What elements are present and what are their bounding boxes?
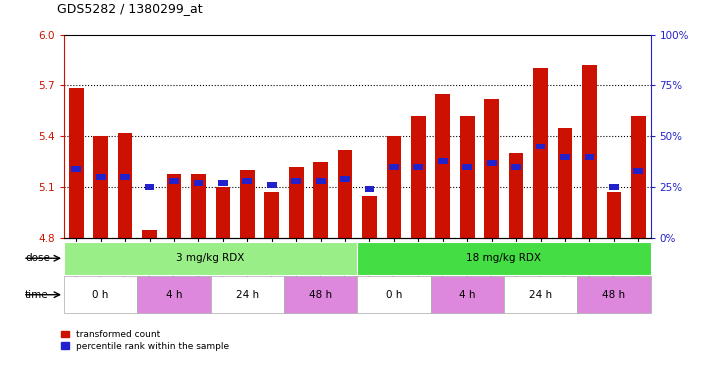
Text: 24 h: 24 h — [236, 290, 259, 300]
Bar — [93, 136, 108, 238]
Bar — [577, 276, 651, 313]
Bar — [142, 230, 157, 238]
Bar — [557, 128, 572, 238]
Text: 48 h: 48 h — [309, 290, 332, 300]
Bar — [71, 166, 81, 172]
Bar — [487, 160, 496, 166]
Text: 48 h: 48 h — [602, 290, 626, 300]
Bar — [362, 196, 377, 238]
Bar — [215, 187, 230, 238]
Bar — [533, 68, 548, 238]
Bar — [340, 176, 350, 182]
Bar — [144, 184, 154, 190]
Text: 4 h: 4 h — [459, 290, 476, 300]
Bar — [414, 164, 423, 170]
Bar — [191, 174, 205, 238]
Bar — [357, 276, 431, 313]
Bar — [316, 178, 326, 184]
Bar — [631, 116, 646, 238]
Text: dose: dose — [25, 253, 50, 263]
Text: 0 h: 0 h — [386, 290, 402, 300]
Text: GDS5282 / 1380299_at: GDS5282 / 1380299_at — [57, 2, 203, 15]
Bar — [64, 276, 137, 313]
Bar — [584, 154, 594, 160]
Bar — [509, 153, 523, 238]
Bar — [365, 186, 375, 192]
Bar — [338, 150, 353, 238]
Bar — [69, 88, 84, 238]
Bar — [535, 144, 545, 149]
Bar — [314, 162, 328, 238]
Text: 0 h: 0 h — [92, 290, 109, 300]
Bar — [389, 164, 399, 170]
Bar — [169, 178, 179, 184]
Text: 18 mg/kg RDX: 18 mg/kg RDX — [466, 253, 541, 263]
Bar — [582, 65, 597, 238]
Bar — [609, 184, 619, 190]
Bar — [435, 94, 450, 238]
Text: time: time — [25, 290, 48, 300]
Bar — [240, 170, 255, 238]
Bar — [289, 167, 304, 238]
Bar — [264, 192, 279, 238]
Text: 3 mg/kg RDX: 3 mg/kg RDX — [176, 253, 245, 263]
Bar — [484, 99, 499, 238]
Bar — [193, 180, 203, 186]
Bar — [560, 154, 570, 160]
Bar — [511, 164, 521, 170]
Bar — [292, 178, 301, 184]
Bar — [504, 276, 577, 313]
Bar — [634, 168, 643, 174]
Bar — [120, 174, 130, 180]
Bar — [166, 174, 181, 238]
Bar — [242, 178, 252, 184]
Bar — [64, 242, 358, 275]
Bar — [96, 174, 105, 180]
Bar — [431, 276, 504, 313]
Bar — [438, 158, 448, 164]
Bar — [460, 116, 475, 238]
Bar — [137, 276, 210, 313]
Bar — [210, 276, 284, 313]
Legend: transformed count, percentile rank within the sample: transformed count, percentile rank withi… — [61, 330, 229, 351]
Bar — [284, 276, 358, 313]
Bar — [218, 180, 228, 186]
Bar — [462, 164, 472, 170]
Bar — [387, 136, 401, 238]
Bar — [411, 116, 426, 238]
Text: 4 h: 4 h — [166, 290, 182, 300]
Bar — [357, 242, 651, 275]
Bar — [606, 192, 621, 238]
Bar — [118, 133, 132, 238]
Bar — [267, 182, 277, 188]
Text: 24 h: 24 h — [529, 290, 552, 300]
